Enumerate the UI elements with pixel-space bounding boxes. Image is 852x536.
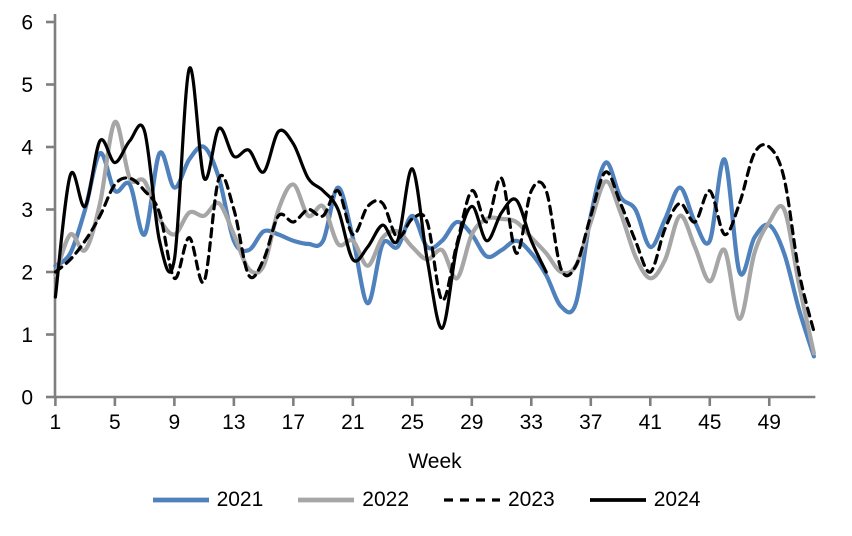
y-tick-label: 4: [21, 137, 33, 160]
x-tick-label: 9: [169, 411, 181, 434]
legend-label-2024: 2024: [653, 488, 701, 511]
x-tick-label: 45: [698, 411, 721, 434]
legend-item-2024: 2024: [589, 488, 701, 511]
x-tick-label: 21: [341, 411, 364, 434]
legend-swatch-2024: [589, 497, 646, 502]
y-tick-label: 3: [21, 199, 33, 222]
legend-label-2023: 2023: [508, 488, 555, 511]
x-tick-label: 49: [758, 411, 781, 434]
legend-item-2022: 2022: [297, 489, 409, 510]
x-tick-label: 25: [401, 411, 424, 434]
x-tick-label: 37: [579, 411, 602, 434]
legend-swatch-2023: [444, 497, 500, 502]
legend-swatch-2022: [298, 497, 355, 502]
legend-label-2022: 2022: [362, 488, 409, 511]
y-tick-label: 2: [21, 262, 33, 285]
legend-item-2021: 2021: [152, 488, 264, 511]
y-tick-label: 6: [21, 12, 33, 35]
x-tick-label: 5: [109, 411, 121, 434]
series-line-2023: [53, 143, 816, 333]
x-tick-label: 33: [520, 411, 543, 434]
x-axis-title: Week: [408, 450, 462, 473]
series-line-2024: [53, 66, 548, 330]
x-tick-label: 29: [460, 411, 483, 434]
y-tick-label: 1: [21, 324, 33, 347]
y-tick-label: 5: [21, 74, 33, 97]
legend-label-2021: 2021: [216, 488, 264, 511]
x-tick-label: 41: [639, 411, 662, 434]
y-tick-label: 0: [21, 387, 33, 410]
legend-item-2023: 2023: [443, 489, 555, 510]
x-tick-label: 17: [282, 411, 305, 434]
x-tick-label: 13: [222, 411, 245, 434]
legend: 2021 2022 2023 2024: [0, 489, 852, 510]
legend-swatch-2021: [152, 497, 209, 502]
x-tick-label: 1: [50, 411, 62, 434]
